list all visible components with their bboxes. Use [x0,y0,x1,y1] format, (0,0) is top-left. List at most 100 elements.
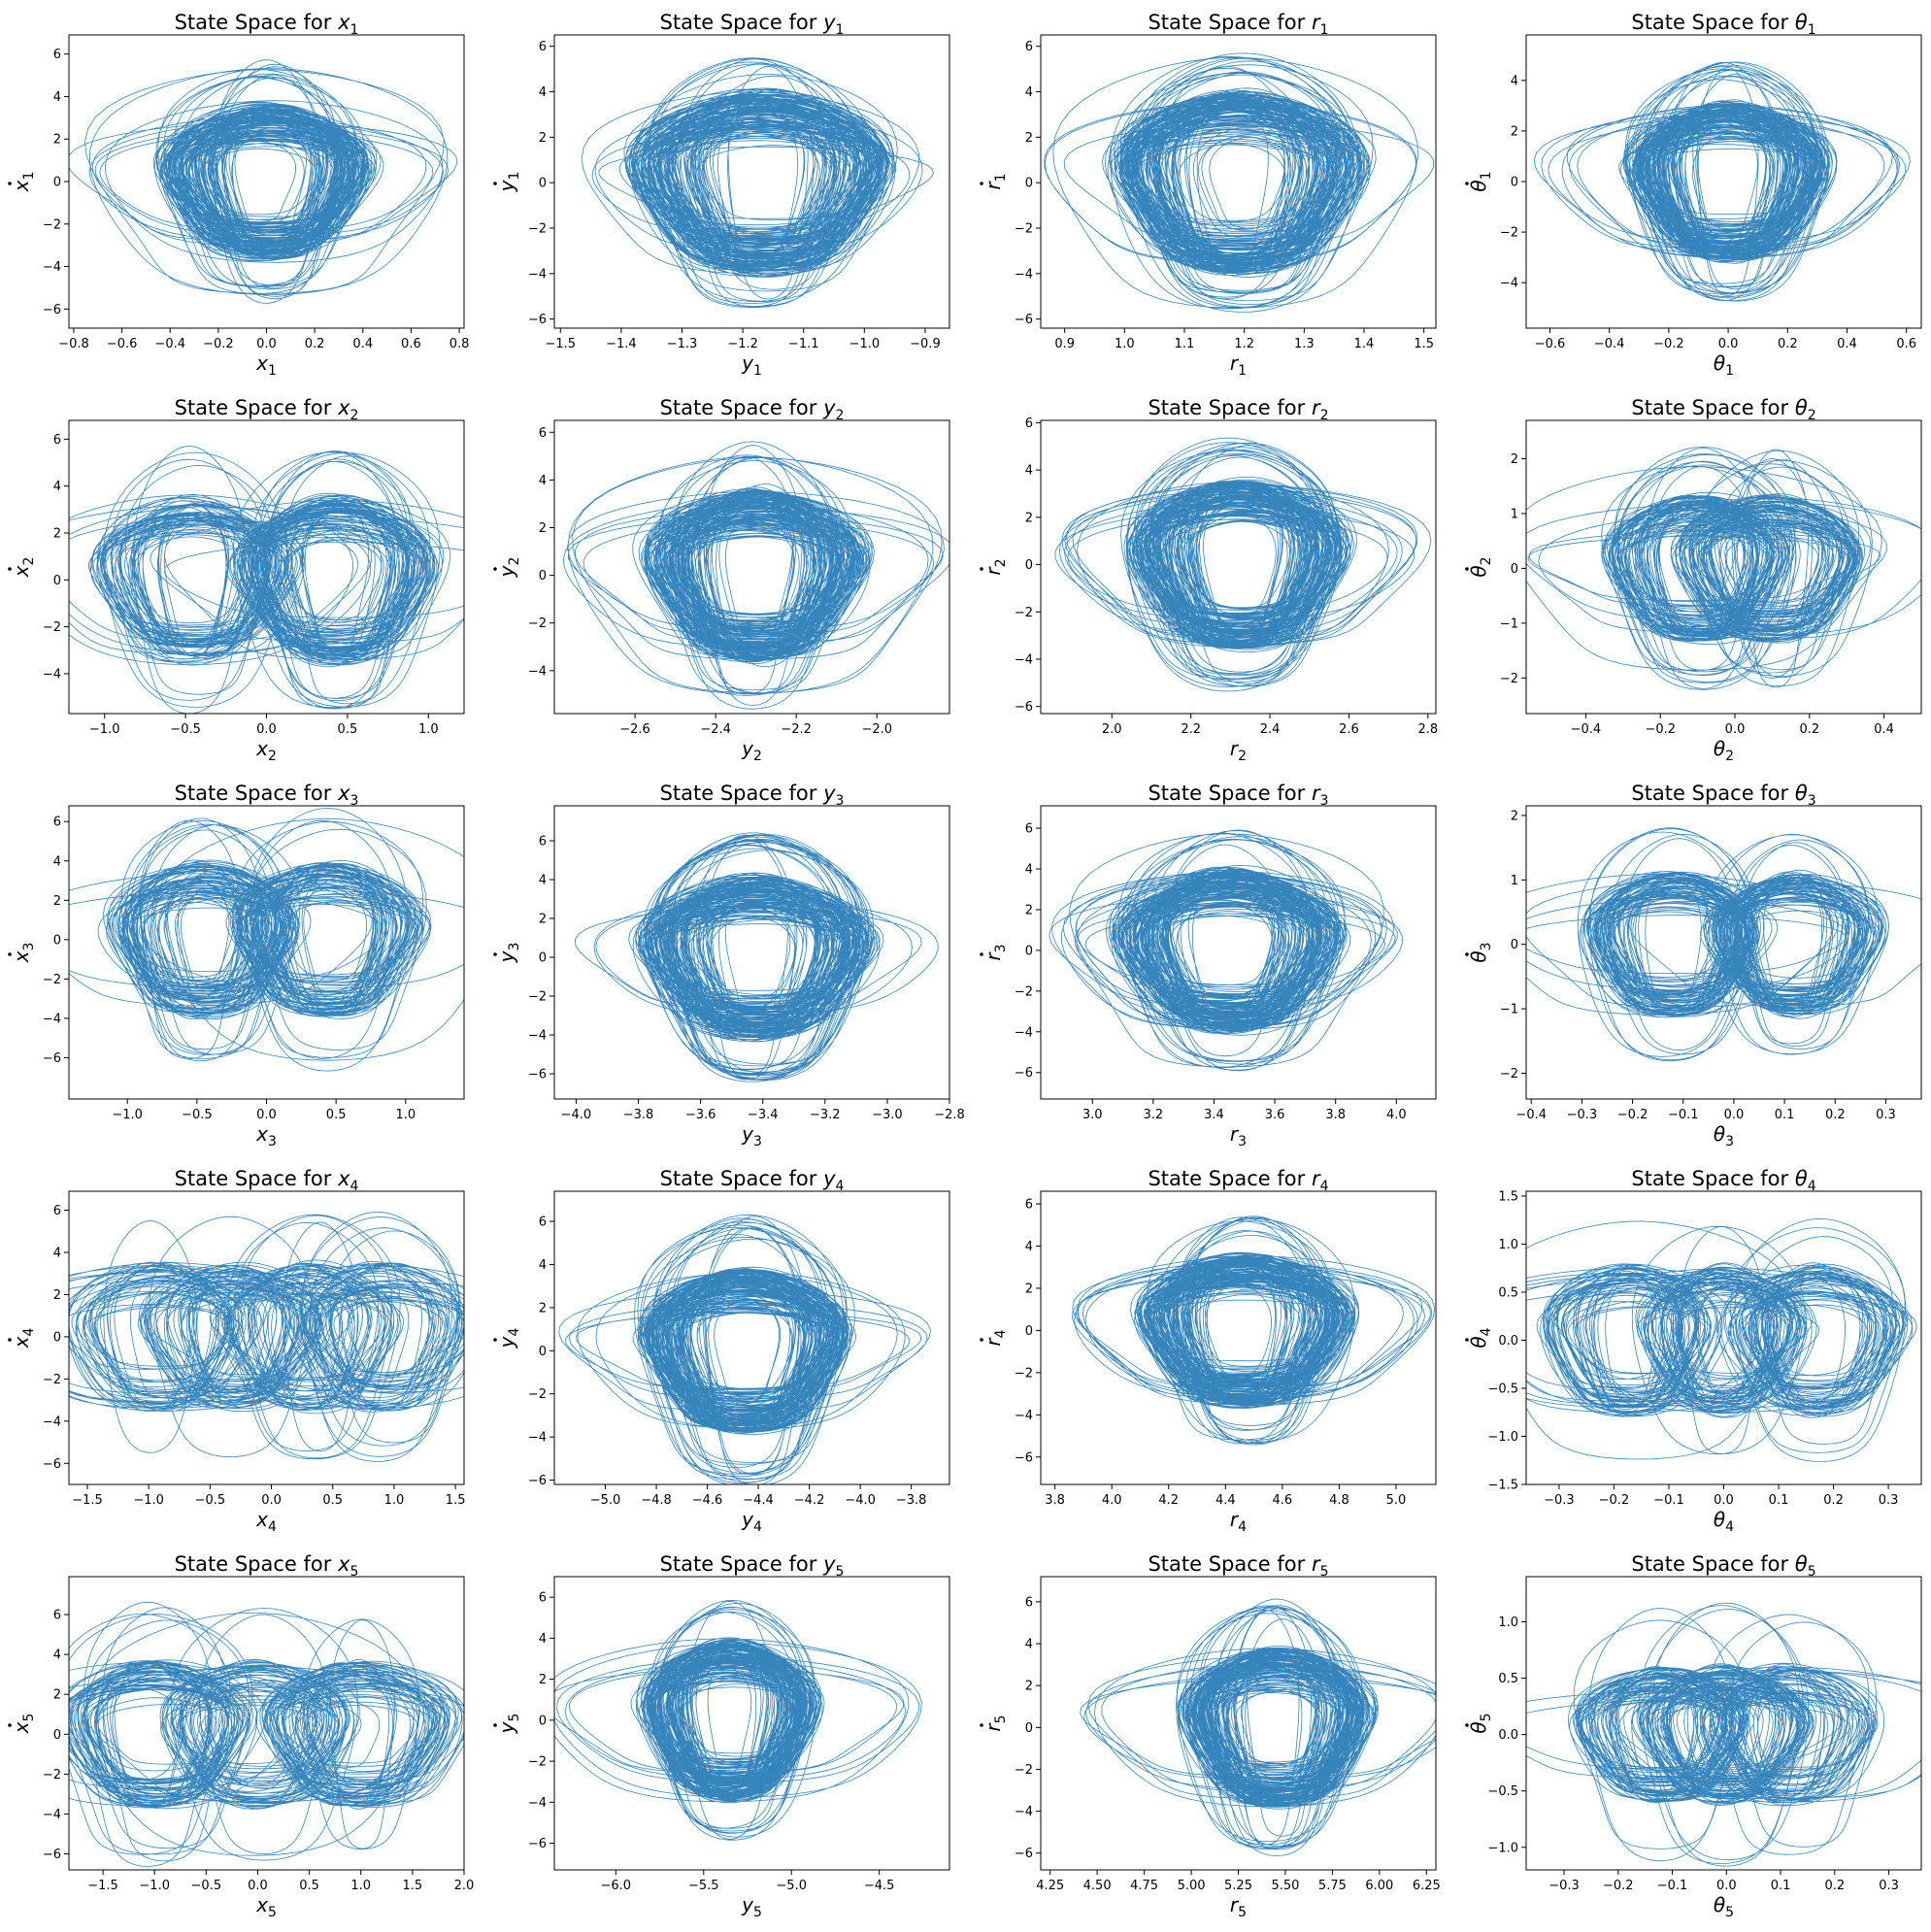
y-tick-label: −6 [1015,1847,1033,1861]
trajectory-path [69,1601,464,1867]
y-tick-label: 4 [53,854,61,869]
x-tick-label: 2.6 [1339,722,1359,737]
x-tick-label: −0.1 [1668,1108,1699,1122]
axes-frame [68,1576,465,1871]
trajectory [574,832,939,1083]
y-axis-label: θ4 [1465,1327,1494,1349]
ylabel-sub: 2 [1479,556,1494,565]
subplot-latin-15: 3.8 4.0 4.2 4.4 4.6 4.8 5.0 −6 −4 −2 0 2 4 6 State Spa… [980,1167,1437,1535]
title-var: θ [1795,782,1808,805]
x-tick-label: 0.1 [1771,1879,1791,1893]
y-tick-label: 0 [1025,558,1033,573]
dot-accent [1465,567,1469,571]
ylabel-var: r [982,1722,1005,1732]
dot-accent [1465,952,1469,956]
y-tick-label: −2 [43,1768,61,1782]
y-tick-label: 0 [1025,177,1033,191]
x-tick-label: −3.4 [748,1108,779,1122]
y-tick-label: 0 [1025,1721,1033,1736]
xlabel-sub: 4 [1725,1519,1734,1535]
x-tick-label: −0.6 [1535,337,1566,351]
x-tick-label: −3.8 [623,1108,654,1122]
x-tick-label: 1.4 [1354,337,1375,351]
axes-frame [68,1190,465,1485]
y-tick-label: −2 [528,1755,547,1770]
svg-text:y2: y2 [495,557,522,579]
x-tick-label: 0.0 [1724,1108,1745,1122]
x-tick-label: −2.2 [781,722,812,737]
dot-accent [1465,1338,1469,1342]
dot-accent [493,1338,497,1342]
y-tick-label: −4 [43,1012,61,1026]
x-tick-label: 0.2 [1799,722,1819,737]
y-tick-label: −1.0 [1487,1430,1518,1445]
y-axis-label: r4 [980,1329,1009,1347]
y-tick-label: 2 [1025,1282,1033,1296]
x-tick-label: 1.0 [1115,337,1135,351]
y-axis-label: r2 [980,558,1009,576]
y-axis-label: y2 [493,557,522,579]
svg-text:x3: x3 [10,943,37,964]
title-var: x [337,782,350,805]
trajectory-path [581,57,934,309]
trajectory [69,446,464,714]
x-tick-label: 3.2 [1143,1108,1163,1122]
svg-text:r5: r5 [982,1715,1009,1731]
xlabel-var: r [1230,351,1240,375]
chart-title: State Space for θ4 [1631,1167,1815,1194]
xlabel-sub: 3 [1725,1134,1734,1149]
x-tick-label: 0.6 [1896,337,1916,351]
x-axis-label: θ5 [1714,1893,1734,1920]
chart-title: State Space for θ5 [1631,1552,1815,1580]
x-axis-label: θ2 [1714,737,1734,764]
x-axis-label: x5 [255,1893,277,1920]
y-tick-label: 0.0 [1498,1728,1518,1743]
xlabel-var: θ [1714,351,1725,375]
y-tick-label: 4 [1025,464,1033,479]
x-tick-label: 0.2 [1824,1879,1845,1893]
x-tick-label: −0.1 [1657,1879,1688,1893]
ylabel-var: θ [1467,1721,1490,1733]
trajectory-path [1054,437,1432,692]
y-tick-label: −4 [528,1029,547,1044]
y-tick-label: 6 [539,1216,547,1230]
x-axis-label: r3 [1230,1122,1247,1149]
y-tick-label: −2 [1015,1763,1033,1778]
y-tick-label: 6 [53,433,61,448]
x-tick-label: 0.4 [1837,337,1857,351]
ylabel-var: θ [1467,180,1490,191]
y-tick-label: 2 [539,521,547,536]
ylabel-var: y [495,949,518,963]
title-prefix: State Space for [175,396,338,419]
trajectory [1080,1598,1436,1857]
x-tick-label: 1.0 [395,1108,416,1122]
title-prefix: State Space for [1631,396,1794,419]
trajectory-path [1526,1217,1917,1462]
y-tick-label: 0 [53,176,61,190]
ylabel-var: r [982,1337,1005,1347]
y-tick-label: 2 [539,131,547,146]
x-tick-label: 0.5 [299,1879,319,1893]
y-tick-label: 0 [539,1714,547,1728]
x-tick-label: −0.2 [1645,722,1676,737]
y-tick-label: 0 [53,1728,61,1743]
x-axis-label: y1 [741,351,762,379]
ylabel-var: x [10,950,33,963]
y-tick-label: −2 [528,221,547,236]
chart-title: State Space for θ2 [1631,396,1815,423]
x-tick-label: −1.5 [72,1493,103,1508]
y-tick-label: −4 [43,1808,61,1822]
y-tick-label: −6 [1015,1066,1033,1081]
y-tick-label: −0.5 [1487,1784,1518,1799]
x-tick-label: −0.2 [1603,1879,1634,1893]
y-tick-label: 6 [1025,822,1033,837]
x-tick-label: 0.3 [1879,1879,1899,1893]
y-tick-label: 0 [53,1330,61,1345]
x-tick-label: −6.0 [601,1879,632,1893]
trajectory [1533,61,1911,302]
x-tick-label: −2.0 [861,722,892,737]
chart-title: State Space for x5 [175,1552,359,1580]
x-tick-label: 2.4 [1260,722,1281,737]
xlabel-var: r [1230,1893,1240,1916]
y-tick-label: 4 [1025,1638,1033,1652]
